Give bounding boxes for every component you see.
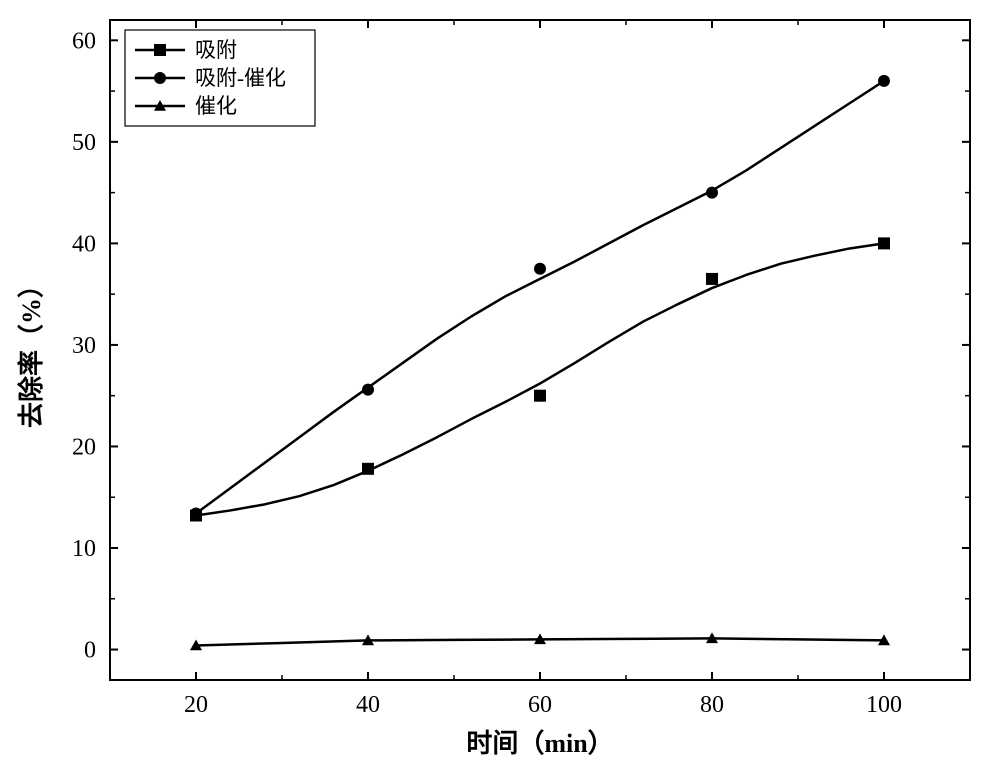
- y-tick-label: 50: [72, 130, 96, 156]
- square-marker-icon: [706, 273, 718, 285]
- square-marker-icon: [534, 390, 546, 402]
- square-marker-icon: [154, 44, 166, 56]
- x-axis-label: 时间（min）: [466, 729, 613, 758]
- circle-marker-icon: [878, 75, 890, 87]
- x-tick-label: 40: [356, 692, 380, 718]
- x-tick-label: 80: [700, 692, 724, 718]
- y-tick-label: 40: [72, 231, 96, 257]
- circle-marker-icon: [706, 187, 718, 199]
- circle-marker-icon: [362, 384, 374, 396]
- chart-container: 20 40 60 80 100 0 10 20 30 40 50 60 时间（min） 去除率（%） 吸附吸…: [0, 0, 1000, 781]
- x-tick-label: 100: [866, 692, 902, 718]
- circle-marker-icon: [154, 72, 166, 84]
- y-tick-label: 10: [72, 536, 96, 562]
- y-tick-label: 60: [72, 28, 96, 54]
- x-tick-label: 60: [528, 692, 552, 718]
- legend-label: 吸附-催化: [195, 66, 286, 90]
- x-tick-label: 20: [184, 692, 208, 718]
- square-marker-icon: [362, 463, 374, 475]
- y-tick-label: 30: [72, 333, 96, 359]
- y-axis-label: 去除率（%）: [16, 272, 46, 428]
- square-marker-icon: [878, 237, 890, 249]
- y-tick-label: 20: [72, 434, 96, 460]
- legend-label: 吸附: [195, 38, 237, 62]
- legend-label: 催化: [195, 94, 237, 118]
- chart-svg: 20 40 60 80 100 0 10 20 30 40 50 60 时间（min） 去除率（%） 吸附吸…: [0, 0, 1000, 781]
- y-tick-label: 0: [84, 638, 96, 664]
- circle-marker-icon: [534, 263, 546, 275]
- circle-marker-icon: [190, 507, 202, 519]
